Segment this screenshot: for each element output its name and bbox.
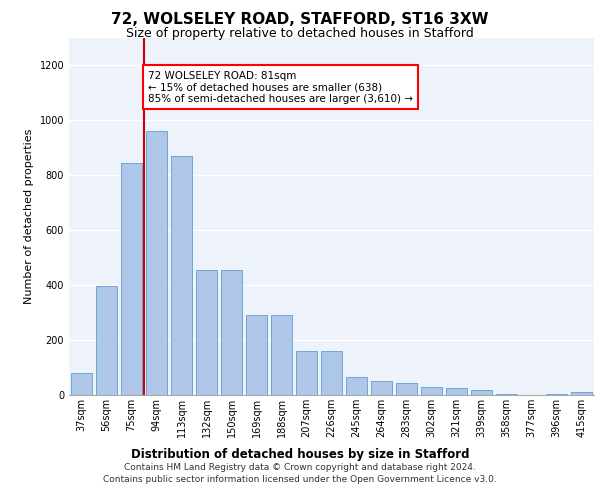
Bar [321, 351, 342, 395]
Y-axis label: Number of detached properties: Number of detached properties [24, 128, 34, 304]
Bar [221, 270, 242, 395]
Bar [246, 316, 267, 395]
Bar [171, 156, 192, 395]
Bar [396, 382, 417, 395]
Bar [121, 162, 142, 395]
Bar [71, 373, 92, 395]
Bar [446, 388, 467, 395]
Text: 72 WOLSELEY ROAD: 81sqm
← 15% of detached houses are smaller (638)
85% of semi-d: 72 WOLSELEY ROAD: 81sqm ← 15% of detache… [148, 70, 413, 104]
Text: Contains public sector information licensed under the Open Government Licence v3: Contains public sector information licen… [103, 475, 497, 484]
Bar [296, 351, 317, 395]
Text: Distribution of detached houses by size in Stafford: Distribution of detached houses by size … [131, 448, 469, 461]
Bar [96, 286, 117, 395]
Bar [496, 394, 517, 395]
Text: 72, WOLSELEY ROAD, STAFFORD, ST16 3XW: 72, WOLSELEY ROAD, STAFFORD, ST16 3XW [111, 12, 489, 28]
Bar [146, 131, 167, 395]
Bar [346, 377, 367, 395]
Bar [546, 394, 567, 395]
Bar [196, 270, 217, 395]
Bar [471, 390, 492, 395]
Text: Contains HM Land Registry data © Crown copyright and database right 2024.: Contains HM Land Registry data © Crown c… [124, 464, 476, 472]
Bar [371, 381, 392, 395]
Bar [271, 316, 292, 395]
Bar [421, 387, 442, 395]
Bar [571, 392, 592, 395]
Text: Size of property relative to detached houses in Stafford: Size of property relative to detached ho… [126, 28, 474, 40]
